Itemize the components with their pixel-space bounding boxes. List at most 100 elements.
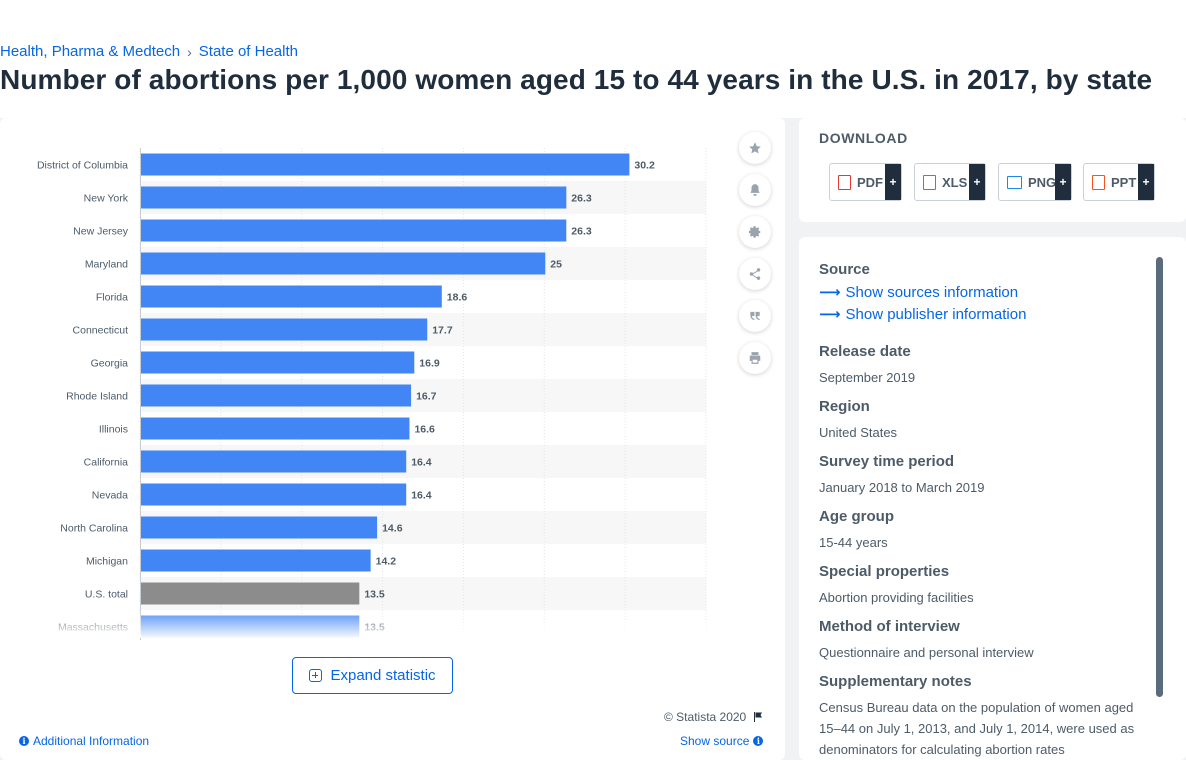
region-section: Region United States (819, 398, 1149, 443)
header: Health, Pharma & Medtech › State of Heal… (0, 0, 1186, 118)
show-sources-label: Show sources information (845, 283, 1019, 301)
show-sources-link[interactable]: ⟶ Show sources information (819, 283, 1149, 302)
settings-button[interactable] (739, 216, 771, 248)
data-label: 16.4 (411, 457, 432, 469)
download-ppt-button[interactable]: PPT + (1083, 163, 1155, 201)
bar-new-jersey (141, 219, 567, 242)
arrow-right-icon: ⟶ (819, 306, 841, 323)
show-publisher-label: Show publisher information (845, 305, 1027, 323)
print-button[interactable] (739, 342, 771, 374)
category-label: Connecticut (73, 325, 129, 337)
additional-information-link[interactable]: i Additional Information (19, 734, 149, 748)
data-label: 26.3 (571, 226, 592, 238)
source-section: Source ⟶ Show sources information ⟶ Show… (819, 261, 1149, 323)
category-label: North Carolina (60, 523, 128, 535)
age-group-heading: Age group (819, 508, 894, 525)
bar-chart: District of Columbia 30.2 New York 26.3 New … (37, 148, 707, 640)
bar-u-s-total (141, 582, 360, 605)
special-properties-section: Special properties Abortion providing fa… (819, 563, 1149, 608)
release-date-heading: Release date (819, 343, 911, 360)
favorite-button[interactable] (739, 132, 771, 164)
expand-icon (309, 669, 323, 682)
category-label: Illinois (99, 424, 128, 436)
special-properties-heading: Special properties (819, 563, 950, 580)
info-scrollbar[interactable] (1156, 257, 1163, 697)
source-heading: Source (819, 261, 870, 278)
additional-information-label: Additional Information (33, 734, 150, 748)
download-ppt-label: PPT (1111, 174, 1137, 190)
data-label: 16.4 (411, 490, 432, 502)
gear-icon (748, 226, 761, 238)
category-label: New York (84, 193, 129, 205)
show-source-label: Show source (680, 734, 750, 748)
expand-statistic-button[interactable]: Expand statistic (292, 657, 453, 694)
bar-massachusetts (141, 615, 360, 638)
download-png-label: PNG (1028, 174, 1057, 190)
breadcrumb-item-health[interactable]: Health, Pharma & Medtech (0, 43, 181, 60)
flag-icon[interactable] (752, 711, 764, 723)
bar-georgia (141, 351, 415, 374)
data-label: 16.9 (419, 358, 440, 370)
download-pdf-button[interactable]: PDF + (829, 163, 902, 201)
data-label: 30.2 (634, 160, 655, 172)
cite-button[interactable] (739, 300, 771, 332)
bar-rhode-island (141, 384, 412, 407)
survey-period-heading: Survey time period (819, 453, 955, 470)
data-label: 18.6 (447, 292, 468, 304)
category-label: Georgia (91, 358, 129, 370)
download-xls-label: XLS (942, 174, 968, 190)
bar-district-of-columbia (141, 153, 630, 176)
category-label: Michigan (86, 556, 128, 568)
category-label: U.S. total (85, 589, 128, 601)
category-label: New Jersey (73, 226, 129, 238)
png-file-icon (1007, 175, 1022, 189)
bar-michigan (141, 549, 371, 572)
survey-period-value: January 2018 to March 2019 (819, 480, 985, 495)
data-label: 16.6 (414, 424, 435, 436)
special-properties-value: Abortion providing facilities (819, 590, 974, 605)
ppt-file-icon (1092, 174, 1105, 190)
arrow-right-icon: ⟶ (819, 284, 841, 301)
share-icon (749, 268, 761, 280)
data-label: 16.7 (416, 391, 437, 403)
release-date-section: Release date September 2019 (819, 343, 1149, 388)
data-label: 13.5 (364, 589, 385, 601)
data-label: 14.6 (382, 523, 403, 535)
download-xls-button[interactable]: XLS + (914, 163, 986, 201)
chart-card: District of Columbia 30.2 New York 26.3 New … (0, 118, 785, 760)
bar-connecticut (141, 318, 428, 341)
show-source-link[interactable]: Show source i (680, 734, 764, 748)
breadcrumb-item-state-of-health[interactable]: State of Health (198, 43, 298, 60)
category-label: Massachusetts (58, 622, 128, 634)
statistic-info-panel: Source ⟶ Show sources information ⟶ Show… (799, 237, 1186, 760)
category-label: Nevada (92, 490, 128, 502)
bar-maryland (141, 252, 546, 275)
category-label: Maryland (85, 259, 128, 271)
show-publisher-link[interactable]: ⟶ Show publisher information (819, 305, 1149, 324)
download-png-button[interactable]: PNG + (998, 163, 1072, 201)
bar-illinois (141, 417, 410, 440)
bar-nevada (141, 483, 407, 506)
download-png-plus: + (1055, 164, 1071, 200)
data-label: 14.2 (376, 556, 397, 568)
share-button[interactable] (739, 258, 771, 290)
copyright: © Statista 2020 (664, 710, 764, 724)
quote-icon (750, 311, 760, 321)
chart-toolbar (739, 132, 771, 374)
notification-button[interactable] (739, 174, 771, 206)
supplementary-notes-section: Supplementary notes Census Bureau data o… (819, 673, 1149, 760)
category-label: California (84, 457, 129, 469)
survey-period-section: Survey time period January 2018 to March… (819, 453, 1149, 498)
region-value: United States (819, 425, 898, 440)
bar-new-york (141, 186, 567, 209)
age-group-section: Age group 15-44 years (819, 508, 1149, 553)
data-label: 26.3 (571, 193, 592, 205)
xls-file-icon (923, 174, 936, 190)
bar-florida (141, 285, 442, 308)
info-icon: i (753, 736, 764, 746)
download-title: DOWNLOAD (819, 130, 908, 146)
download-pdf-plus: + (885, 164, 901, 200)
interview-method-value: Questionnaire and personal interview (819, 645, 1034, 660)
breadcrumb-separator: › (187, 43, 192, 60)
age-group-value: 15-44 years (819, 535, 888, 550)
